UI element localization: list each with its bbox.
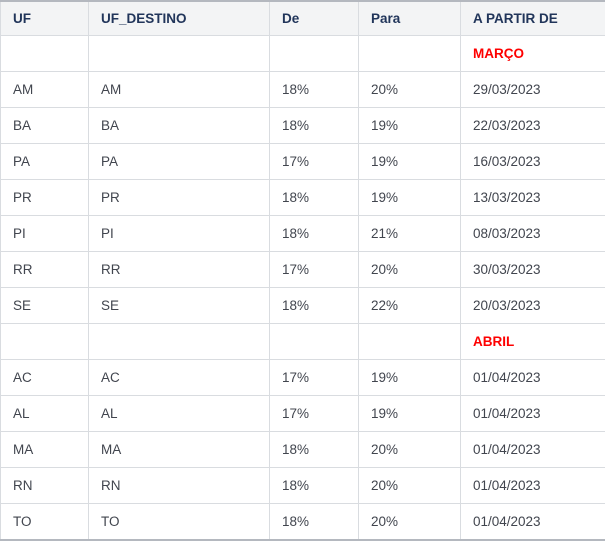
cell-para: 19%	[358, 359, 461, 396]
cell-de: 18%	[269, 467, 359, 504]
cell-uf-destino: TO	[88, 503, 270, 541]
cell-uf: RN	[0, 467, 89, 504]
cell-uf: PR	[0, 179, 89, 216]
cell-de: 18%	[269, 107, 359, 144]
cell-a-partir-de: 01/04/2023	[460, 467, 605, 504]
cell-uf-destino: AM	[88, 71, 270, 108]
column-header-de: De	[269, 0, 359, 36]
cell-de: 18%	[269, 215, 359, 252]
cell-uf: TO	[0, 503, 89, 541]
cell-uf: AM	[0, 71, 89, 108]
cell-a-partir-de: 16/03/2023	[460, 143, 605, 180]
column-header-para: Para	[358, 0, 461, 36]
cell-uf-destino: RR	[88, 251, 270, 288]
table-header: UF UF_DESTINO De Para A PARTIR DE	[0, 0, 605, 36]
cell-uf: BA	[0, 107, 89, 144]
empty-cell	[358, 35, 461, 72]
cell-uf-destino: AC	[88, 359, 270, 396]
cell-uf-destino: MA	[88, 431, 270, 468]
cell-uf: SE	[0, 287, 89, 324]
empty-cell	[269, 323, 359, 360]
cell-uf-destino: AL	[88, 395, 270, 432]
cell-uf: AL	[0, 395, 89, 432]
empty-cell	[88, 323, 270, 360]
cell-uf-destino: PI	[88, 215, 270, 252]
table-row: AL AL 17% 19% 01/04/2023	[0, 395, 605, 432]
section-row: MARÇO	[0, 35, 605, 72]
cell-para: 19%	[358, 143, 461, 180]
cell-para: 21%	[358, 215, 461, 252]
column-header-uf: UF	[0, 0, 89, 36]
table-row: SE SE 18% 22% 20/03/2023	[0, 287, 605, 324]
month-section-label: ABRIL	[460, 323, 605, 360]
cell-uf-destino: PA	[88, 143, 270, 180]
column-header-a-partir-de: A PARTIR DE	[460, 0, 605, 36]
cell-para: 19%	[358, 107, 461, 144]
cell-para: 22%	[358, 287, 461, 324]
cell-para: 20%	[358, 431, 461, 468]
month-section-label: MARÇO	[460, 35, 605, 72]
table-row: AM AM 18% 20% 29/03/2023	[0, 71, 605, 108]
cell-para: 20%	[358, 503, 461, 541]
cell-de: 18%	[269, 287, 359, 324]
cell-uf-destino: PR	[88, 179, 270, 216]
cell-uf-destino: SE	[88, 287, 270, 324]
cell-para: 20%	[358, 251, 461, 288]
empty-cell	[0, 35, 89, 72]
table-body: MARÇO AM AM 18% 20% 29/03/2023 BA BA 18% 19% 22/03…	[0, 35, 605, 541]
cell-a-partir-de: 29/03/2023	[460, 71, 605, 108]
table-row: TO TO 18% 20% 01/04/2023	[0, 503, 605, 541]
cell-de: 17%	[269, 143, 359, 180]
cell-uf: PI	[0, 215, 89, 252]
empty-cell	[358, 323, 461, 360]
cell-de: 18%	[269, 431, 359, 468]
section-row: ABRIL	[0, 323, 605, 360]
cell-a-partir-de: 22/03/2023	[460, 107, 605, 144]
cell-uf: RR	[0, 251, 89, 288]
cell-de: 18%	[269, 179, 359, 216]
cell-a-partir-de: 01/04/2023	[460, 359, 605, 396]
cell-para: 20%	[358, 71, 461, 108]
cell-a-partir-de: 13/03/2023	[460, 179, 605, 216]
cell-de: 18%	[269, 71, 359, 108]
cell-a-partir-de: 01/04/2023	[460, 431, 605, 468]
cell-uf: MA	[0, 431, 89, 468]
table-row: PR PR 18% 19% 13/03/2023	[0, 179, 605, 216]
cell-uf-destino: RN	[88, 467, 270, 504]
table-row: AC AC 17% 19% 01/04/2023	[0, 359, 605, 396]
cell-para: 19%	[358, 179, 461, 216]
table-row: PA PA 17% 19% 16/03/2023	[0, 143, 605, 180]
empty-cell	[269, 35, 359, 72]
table-row: RR RR 17% 20% 30/03/2023	[0, 251, 605, 288]
cell-de: 17%	[269, 395, 359, 432]
table-row: MA MA 18% 20% 01/04/2023	[0, 431, 605, 468]
cell-de: 18%	[269, 503, 359, 541]
cell-uf: PA	[0, 143, 89, 180]
empty-cell	[0, 323, 89, 360]
cell-a-partir-de: 08/03/2023	[460, 215, 605, 252]
table-row: BA BA 18% 19% 22/03/2023	[0, 107, 605, 144]
cell-para: 20%	[358, 467, 461, 504]
table-row: PI PI 18% 21% 08/03/2023	[0, 215, 605, 252]
column-header-uf-destino: UF_DESTINO	[88, 0, 270, 36]
table-row: RN RN 18% 20% 01/04/2023	[0, 467, 605, 504]
cell-a-partir-de: 30/03/2023	[460, 251, 605, 288]
empty-cell	[88, 35, 270, 72]
cell-de: 17%	[269, 251, 359, 288]
cell-para: 19%	[358, 395, 461, 432]
cell-a-partir-de: 20/03/2023	[460, 287, 605, 324]
cell-uf-destino: BA	[88, 107, 270, 144]
cell-uf: AC	[0, 359, 89, 396]
cell-a-partir-de: 01/04/2023	[460, 395, 605, 432]
cell-de: 17%	[269, 359, 359, 396]
cell-a-partir-de: 01/04/2023	[460, 503, 605, 541]
header-row: UF UF_DESTINO De Para A PARTIR DE	[0, 0, 605, 36]
